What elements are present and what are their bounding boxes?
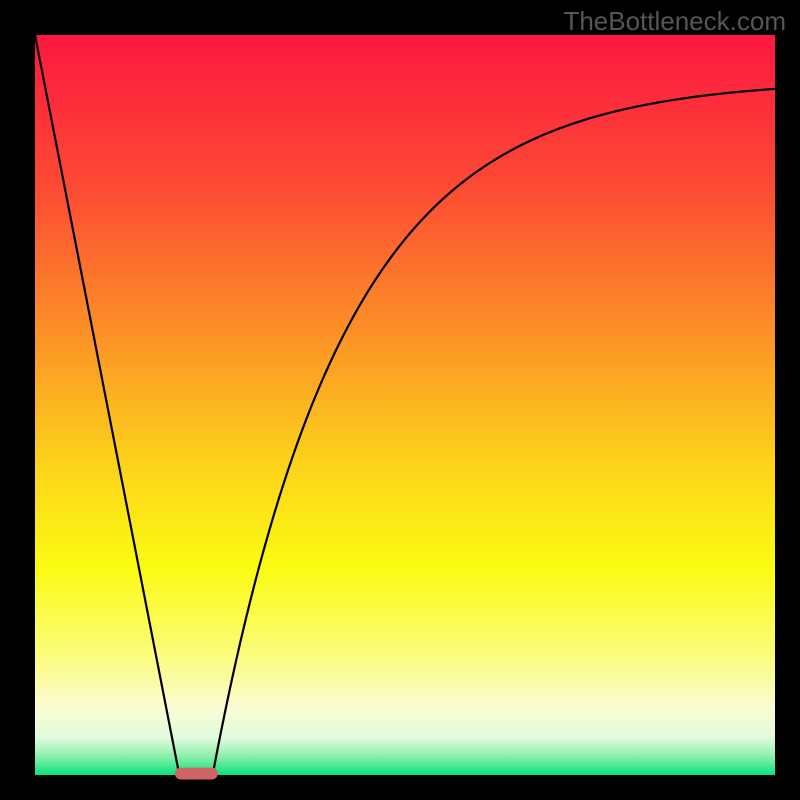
chart-container: { "watermark": { "text": "TheBottleneck.… [0, 0, 800, 800]
watermark-text: TheBottleneck.com [563, 6, 786, 37]
plot-background [35, 35, 775, 775]
bottleneck-chart [0, 0, 800, 800]
bottom-marker [175, 768, 218, 780]
